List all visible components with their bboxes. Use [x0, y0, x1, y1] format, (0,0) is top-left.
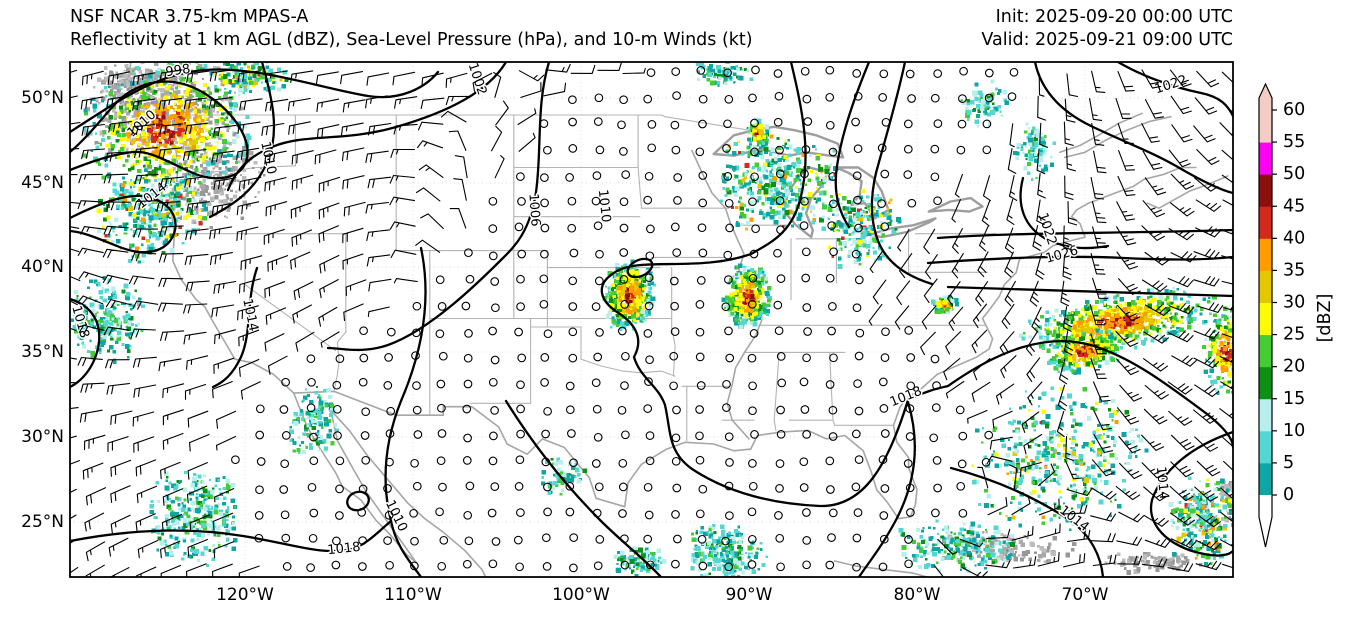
colorbar-tick-label: 45: [1283, 196, 1305, 216]
lon-axis-labels: 120°W 110°W 100°W 90°W 80°W 70°W: [216, 585, 1109, 605]
pressure-contour-label: 1018: [327, 540, 361, 558]
valid-time: Valid: 2025-09-21 09:00 UTC: [981, 30, 1233, 50]
map-frame: [69, 61, 1234, 578]
lat-tick-label: 35°N: [21, 342, 64, 362]
colorbar-tick-label: 20: [1283, 357, 1305, 377]
colorbar-tick-label: 40: [1283, 228, 1305, 248]
colorbar-tick-label: 35: [1283, 260, 1305, 280]
colorbar-segment: [1259, 302, 1272, 336]
colorbar-unit-label: [dBZ]: [1315, 294, 1335, 343]
colorbar-tick-label: 25: [1283, 325, 1305, 345]
lat-tick-label: 40°N: [21, 257, 64, 277]
pressure-contour-label: 1022: [1153, 73, 1189, 97]
colorbar-segment: [1259, 142, 1272, 175]
colorbar-tick-label: 50: [1283, 164, 1305, 184]
lon-tick-label: 80°W: [894, 585, 941, 605]
colorbar-segment: [1259, 110, 1272, 143]
lon-tick-label: 90°W: [726, 585, 773, 605]
pressure-contour-label: 1010: [382, 498, 410, 534]
lat-tick-label: 45°N: [21, 173, 64, 193]
lon-tick-label: 70°W: [1062, 585, 1109, 605]
colorbar-tick-label: 60: [1283, 100, 1305, 120]
lon-tick-label: 120°W: [216, 585, 274, 605]
pressure-contour-label: 1014: [1153, 466, 1171, 500]
lon-tick-label: 110°W: [384, 585, 442, 605]
colorbar-tick-label: 55: [1283, 132, 1305, 152]
colorbar-tick-label: 30: [1283, 293, 1305, 313]
time-block: Init: 2025-09-20 00:00 UTC Valid: 2025-0…: [981, 6, 1233, 52]
colorbar-tick-label: 10: [1283, 421, 1305, 441]
model-title: NSF NCAR 3.75-km MPAS-A: [70, 7, 309, 27]
pressure-contours-layer: [70, 62, 1233, 577]
pressure-contour-label: 1026: [1044, 243, 1080, 267]
colorbar-segment: [1259, 462, 1272, 496]
colorbar-segment: [1259, 366, 1272, 400]
colorbar-segment: [1259, 430, 1272, 464]
title-block: NSF NCAR 3.75-km MPAS-A Reflectivity at …: [70, 6, 753, 52]
lat-axis-labels: 50°N 45°N 40°N 35°N 30°N 25°N: [21, 88, 64, 532]
colorbar-tick-label: 0: [1283, 485, 1294, 505]
colorbar-segment: [1259, 334, 1272, 368]
colorbar-tick-label: 5: [1283, 453, 1294, 473]
colorbar-segment: [1259, 174, 1272, 207]
colorbar-segment: [1259, 206, 1272, 239]
lat-tick-label: 30°N: [21, 427, 64, 447]
pressure-contour-label: 1002: [465, 61, 489, 97]
lat-tick-label: 50°N: [21, 88, 64, 108]
colorbar-segment: [1259, 398, 1272, 432]
wind-barbs-layer: [70, 62, 1233, 577]
init-time: Init: 2025-09-20 00:00 UTC: [995, 7, 1233, 27]
colorbar-segment: [1259, 238, 1272, 271]
pressure-contour-label: 1006: [525, 193, 542, 227]
pressure-contour-label: 1010: [595, 189, 613, 223]
lon-tick-label: 100°W: [552, 585, 610, 605]
colorbar-segment: [1259, 270, 1272, 303]
colorbar: 0 5 10 15 20 25 30 35 40 45 50 55 60 [dBZ]: [1258, 82, 1335, 548]
colorbar-tick-label: 15: [1283, 389, 1305, 409]
lat-tick-label: 25°N: [21, 512, 64, 532]
product-title: Reflectivity at 1 km AGL (dBZ), Sea-Leve…: [70, 30, 753, 50]
